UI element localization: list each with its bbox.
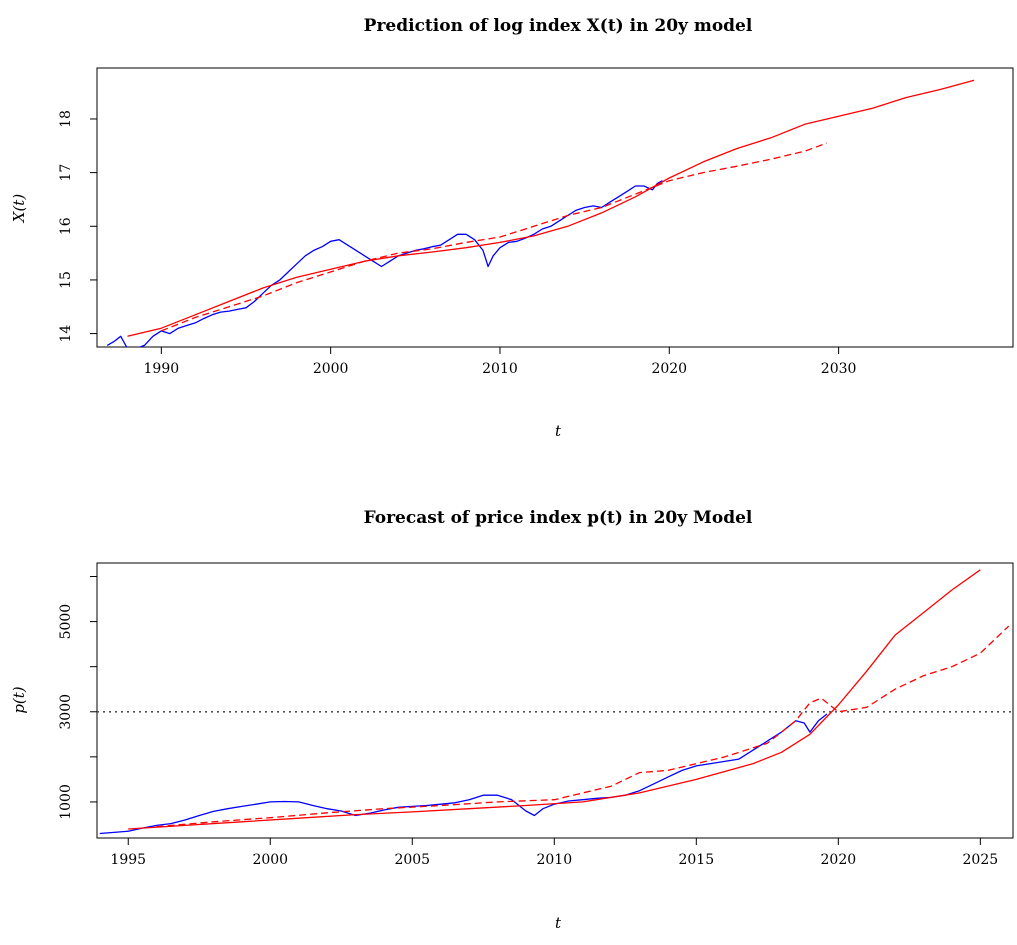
x-tick-label: 2010 [482, 361, 518, 377]
series-line-1-solid [99, 713, 828, 835]
y-tick-label: 15 [58, 271, 74, 289]
x-tick-label: 2000 [313, 361, 349, 377]
chart-2-title: Forecast of price index p(t) in 20y Mode… [364, 508, 753, 528]
y-tick-label: 3000 [58, 694, 74, 730]
x-tick-label: 2025 [963, 852, 999, 868]
y-tick-label: 17 [58, 164, 74, 182]
chart-2-y-axis-label: p(t) [10, 686, 28, 713]
series-line-2-solid [128, 569, 981, 830]
x-tick-label: 2010 [536, 852, 572, 868]
chart-1-x-axis-label: t [555, 422, 562, 440]
x-tick-label: 2020 [651, 361, 687, 377]
x-tick-label: 1990 [144, 361, 180, 377]
series-line-2-solid [127, 79, 975, 337]
x-tick-label: 2000 [252, 852, 288, 868]
chart-1-y-axis-label: X(t) [10, 194, 28, 224]
y-tick-label: 1000 [58, 784, 74, 820]
x-tick-label: 2005 [394, 852, 430, 868]
chart-2-plot-frame [96, 562, 1014, 839]
x-tick-label: 2015 [678, 852, 714, 868]
series-line-3-dashed [156, 625, 1010, 828]
y-tick-label: 5000 [58, 604, 74, 640]
chart-2: Forecast of price index p(t) in 20y Mode… [10, 508, 1014, 932]
x-tick-label: 1995 [110, 852, 146, 868]
y-tick-label: 14 [58, 325, 74, 343]
chart-2-x-axis-label: t [555, 914, 562, 932]
x-tick-label: 2030 [821, 361, 857, 377]
y-tick-label: 18 [58, 110, 74, 128]
x-tick-label: 2020 [821, 852, 857, 868]
series-line-1-solid [106, 180, 663, 347]
y-tick-label: 16 [58, 217, 74, 235]
chart-1-title: Prediction of log index X(t) in 20y mode… [364, 16, 753, 36]
chart-1: Prediction of log index X(t) in 20y mode… [10, 16, 1014, 440]
series-line-3-dashed [161, 142, 828, 332]
